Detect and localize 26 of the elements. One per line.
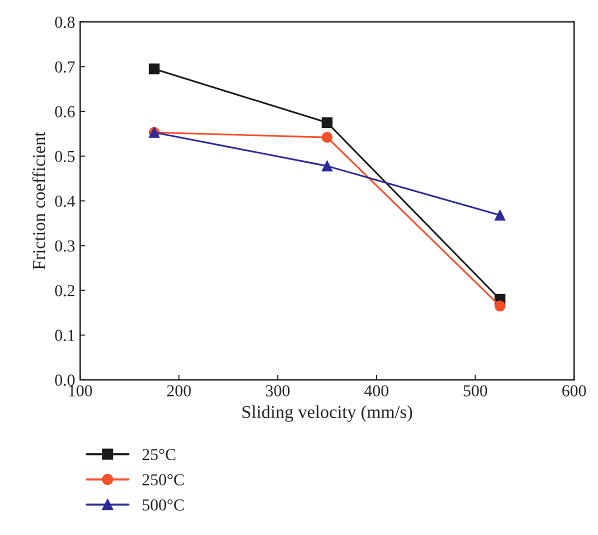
point: [494, 300, 506, 312]
y-tick-label: 0.3: [55, 240, 75, 252]
point: [494, 210, 506, 221]
x-tick-label: 200: [167, 385, 191, 396]
y-axis-title: Friction coefficient: [32, 132, 46, 270]
legend-label: 250°C: [142, 474, 184, 486]
y-tick-label: 0.8: [55, 16, 75, 28]
y-tick-label: 0.4: [55, 196, 76, 207]
x-tick-label: 300: [266, 385, 290, 396]
point: [148, 64, 160, 74]
y-tick-label: 0.2: [55, 285, 74, 296]
y-tick-label: 0.7: [55, 61, 75, 73]
y-tick-label: 0.6: [55, 106, 75, 118]
point: [322, 132, 332, 143]
y-tick-label: 0.5: [55, 150, 75, 162]
x-tick-label: 500: [464, 385, 488, 396]
x-tick-label: 400: [364, 385, 388, 396]
point: [322, 160, 332, 172]
x-tick-label: 100: [69, 385, 92, 396]
legend-label: 25°C: [142, 448, 176, 460]
y-tick-label: 0.1: [55, 330, 74, 342]
x-tick-label: 600: [562, 385, 586, 396]
legend-label: 500°C: [142, 499, 184, 511]
y-tick-label: 0.0: [55, 374, 75, 386]
point: [322, 117, 332, 128]
x-axis-title: Sliding velocity (mm/s): [242, 405, 412, 422]
